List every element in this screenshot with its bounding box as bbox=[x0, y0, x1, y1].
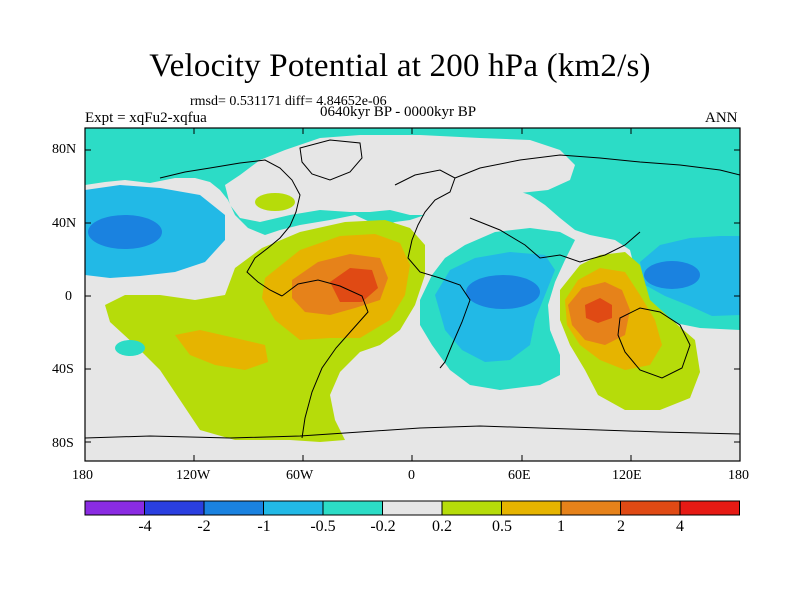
west-pacific-blue-core bbox=[644, 261, 700, 289]
x-tick-180e: 180 bbox=[728, 468, 749, 483]
colorbar-swatch bbox=[501, 500, 562, 516]
south-america-red-core bbox=[330, 268, 378, 302]
x-tick-0: 0 bbox=[408, 468, 415, 483]
colorbar-label: -4 bbox=[138, 518, 152, 535]
x-tick-60w: 60W bbox=[286, 468, 314, 483]
contour-field bbox=[85, 128, 740, 461]
colorbar-swatch bbox=[263, 500, 324, 516]
indian-ocean-blue-core bbox=[466, 275, 540, 309]
y-tick-40s: 40S bbox=[52, 362, 74, 377]
period-label: 0640kyr BP - 0000kyr BP bbox=[320, 104, 477, 120]
north-america-outline bbox=[159, 159, 301, 297]
maritime-red-core bbox=[585, 298, 612, 323]
colorbar-swatch bbox=[322, 500, 383, 516]
stats-text: rmsd= 0.531171 diff= 4.84652e-06 bbox=[190, 94, 387, 109]
colorbar-swatch bbox=[382, 500, 443, 516]
x-tick-120e: 120E bbox=[612, 468, 642, 483]
antarctica-outline bbox=[85, 425, 740, 439]
north-pacific-blue-core bbox=[88, 215, 162, 249]
colorbar-swatch bbox=[679, 500, 740, 516]
y-tick-40n: 40N bbox=[52, 216, 77, 231]
colorbar-swatch bbox=[560, 500, 621, 516]
arctic-neutral-cap bbox=[225, 135, 575, 222]
south-pacific-teal-blob bbox=[115, 340, 145, 356]
eurasia-outline bbox=[454, 154, 740, 179]
colorbar bbox=[84, 500, 740, 516]
tick-marks bbox=[84, 128, 741, 461]
colorbar-label: -0.5 bbox=[310, 518, 336, 535]
colorbar-label: 2 bbox=[617, 518, 625, 535]
colorbar-label: 0.2 bbox=[432, 518, 452, 535]
plot-title: Velocity Potential at 200 hPa (km2/s) bbox=[149, 48, 651, 84]
x-tick-60e: 60E bbox=[508, 468, 531, 483]
colorbar-swatch bbox=[144, 500, 205, 516]
colorbar-swatch bbox=[203, 500, 264, 516]
y-tick-80n: 80N bbox=[52, 142, 77, 157]
asia-south-outline bbox=[469, 217, 641, 263]
coastlines bbox=[85, 139, 740, 439]
australia-outline bbox=[617, 307, 691, 379]
y-tick-80s: 80S bbox=[52, 436, 74, 451]
colorbar-label: 4 bbox=[676, 518, 684, 535]
south-america-outline bbox=[281, 279, 369, 439]
colorbar-swatch bbox=[620, 500, 681, 516]
colorbar-label: -1 bbox=[257, 518, 271, 535]
x-tick-120w: 120W bbox=[176, 468, 211, 483]
season-label: ANN bbox=[705, 110, 738, 126]
colorbar-swatch bbox=[84, 500, 145, 516]
colorbar-label: 0.5 bbox=[492, 518, 512, 535]
greenland-outline bbox=[299, 139, 363, 181]
colorbar-swatch bbox=[441, 500, 502, 516]
y-tick-0: 0 bbox=[65, 289, 72, 304]
south-pacific-yellow-patch bbox=[175, 330, 268, 370]
experiment-label: Expt = xqFu2-xqfua bbox=[85, 110, 207, 126]
colorbar-label: 1 bbox=[557, 518, 565, 535]
colorbar-label: -2 bbox=[197, 518, 211, 535]
colorbar-label: -0.2 bbox=[370, 518, 396, 535]
x-tick-180w: 180 bbox=[72, 468, 93, 483]
lime-patch-north-atlantic bbox=[255, 193, 295, 211]
europe-africa-outline bbox=[394, 169, 471, 369]
